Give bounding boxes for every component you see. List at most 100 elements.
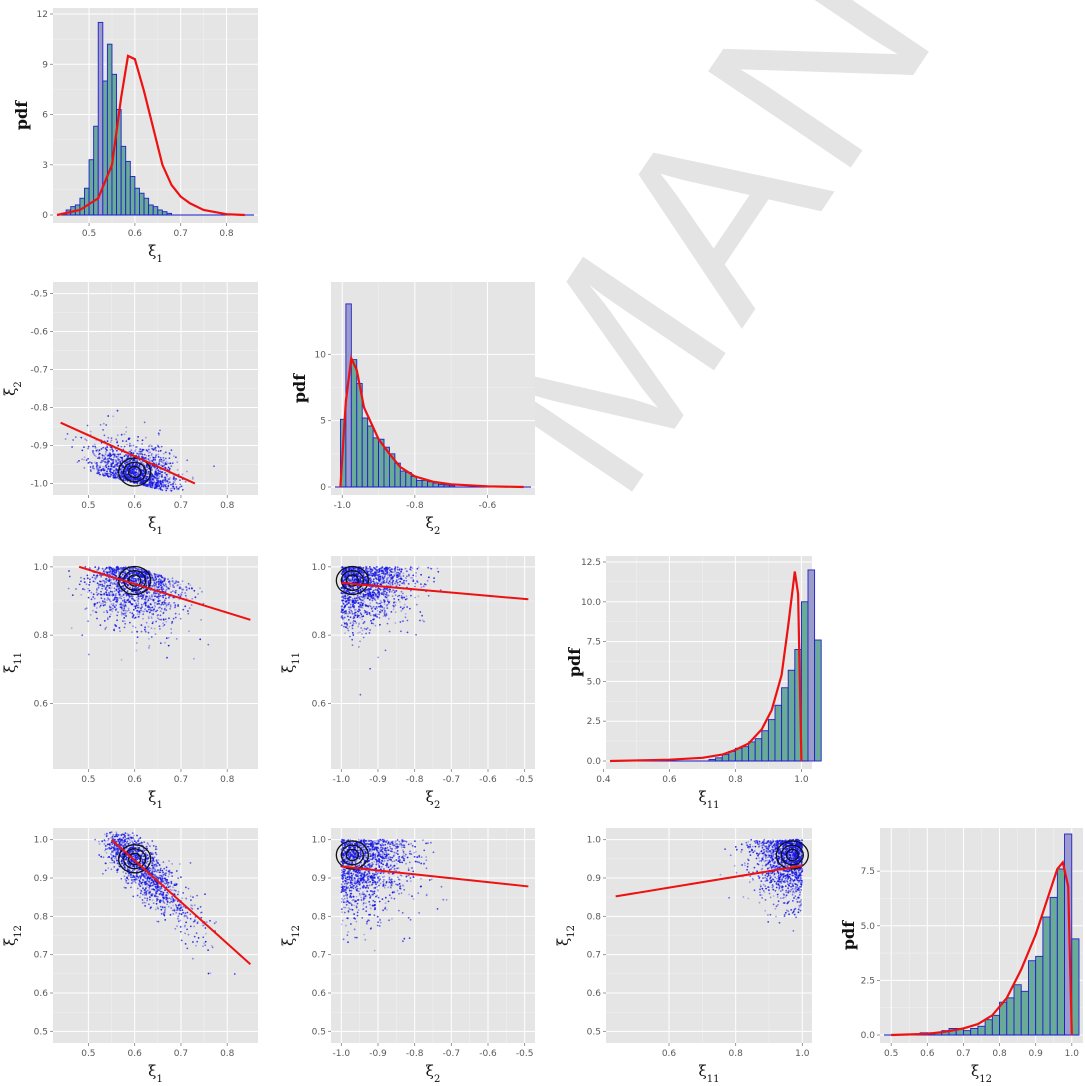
data-point <box>132 571 134 574</box>
data-point <box>95 462 98 465</box>
data-point <box>126 590 129 592</box>
data-point <box>380 581 383 584</box>
data-point <box>161 580 164 583</box>
data-point <box>395 572 398 575</box>
data-point <box>164 641 167 644</box>
data-point <box>116 449 118 452</box>
data-point <box>141 439 144 442</box>
data-point <box>128 437 131 440</box>
data-point <box>136 452 139 455</box>
data-point <box>157 599 160 601</box>
data-point <box>136 630 139 633</box>
data-point <box>137 472 139 474</box>
data-point <box>181 591 183 594</box>
data-point <box>110 607 113 610</box>
data-point <box>139 461 142 463</box>
data-point <box>152 457 155 459</box>
data-point <box>155 484 158 487</box>
data-point <box>132 603 135 605</box>
data-point <box>151 575 153 577</box>
data-point <box>381 575 384 578</box>
data-point <box>351 625 354 627</box>
data-point <box>158 625 161 628</box>
data-point <box>128 476 131 479</box>
data-point <box>141 576 144 578</box>
data-point <box>157 614 160 616</box>
data-point <box>156 586 159 589</box>
data-point <box>118 593 121 596</box>
data-point <box>110 467 112 470</box>
data-point <box>374 595 377 597</box>
data-point <box>142 463 145 466</box>
data-point <box>162 583 165 586</box>
data-point <box>349 635 351 638</box>
data-point <box>186 917 189 919</box>
data-point <box>137 602 140 605</box>
data-point <box>81 634 84 637</box>
x-tick-label: -0.5 <box>516 775 534 785</box>
data-point <box>120 433 123 436</box>
data-point <box>143 593 146 596</box>
data-point <box>107 465 110 468</box>
data-point <box>95 455 97 458</box>
data-point <box>410 594 412 597</box>
data-point <box>193 589 196 592</box>
data-point <box>100 448 103 450</box>
data-point <box>168 481 171 484</box>
data-point <box>117 611 119 613</box>
data-point <box>103 600 106 603</box>
data-point <box>392 579 395 582</box>
data-point <box>169 585 172 587</box>
x-tick-label: -0.6 <box>479 775 497 785</box>
data-point <box>359 603 362 606</box>
data-point <box>174 483 177 485</box>
data-point <box>94 461 96 464</box>
data-point <box>355 622 358 624</box>
data-point <box>115 596 118 599</box>
data-point <box>399 576 402 578</box>
data-point <box>181 473 184 476</box>
data-point <box>135 473 138 476</box>
data-point <box>129 621 131 624</box>
data-point <box>100 597 103 600</box>
data-point <box>155 468 157 471</box>
data-point <box>145 449 148 451</box>
y-tick-label: 12 <box>37 10 48 20</box>
data-point <box>103 620 106 622</box>
data-point <box>113 465 116 468</box>
data-point <box>348 579 351 582</box>
data-point <box>165 588 168 591</box>
data-point <box>115 473 118 476</box>
data-point <box>134 477 136 480</box>
data-point <box>90 591 93 594</box>
data-point <box>158 573 160 576</box>
data-point <box>168 452 171 454</box>
data-point <box>395 590 398 592</box>
data-point <box>151 477 154 480</box>
data-point <box>153 604 156 607</box>
data-point <box>207 643 210 646</box>
data-point <box>97 583 100 586</box>
data-point <box>99 424 102 426</box>
data-point <box>141 606 144 608</box>
data-point <box>165 489 168 492</box>
data-point <box>151 484 154 487</box>
data-point <box>430 567 433 570</box>
data-point <box>131 616 134 619</box>
y-tick-label: 0.8 <box>312 631 327 641</box>
data-point <box>185 588 188 591</box>
data-point <box>155 449 157 452</box>
data-point <box>383 590 386 593</box>
data-point <box>155 576 157 578</box>
data-point <box>172 590 174 592</box>
y-tick-label: 0.7 <box>34 951 48 961</box>
data-point <box>354 609 356 611</box>
data-point <box>99 473 101 476</box>
data-point <box>349 578 352 580</box>
data-point <box>400 569 402 572</box>
data-point <box>70 627 73 630</box>
data-point <box>378 616 381 619</box>
data-point <box>402 592 404 595</box>
data-point <box>164 472 167 474</box>
x-tick-label: -1.0 <box>333 775 351 785</box>
